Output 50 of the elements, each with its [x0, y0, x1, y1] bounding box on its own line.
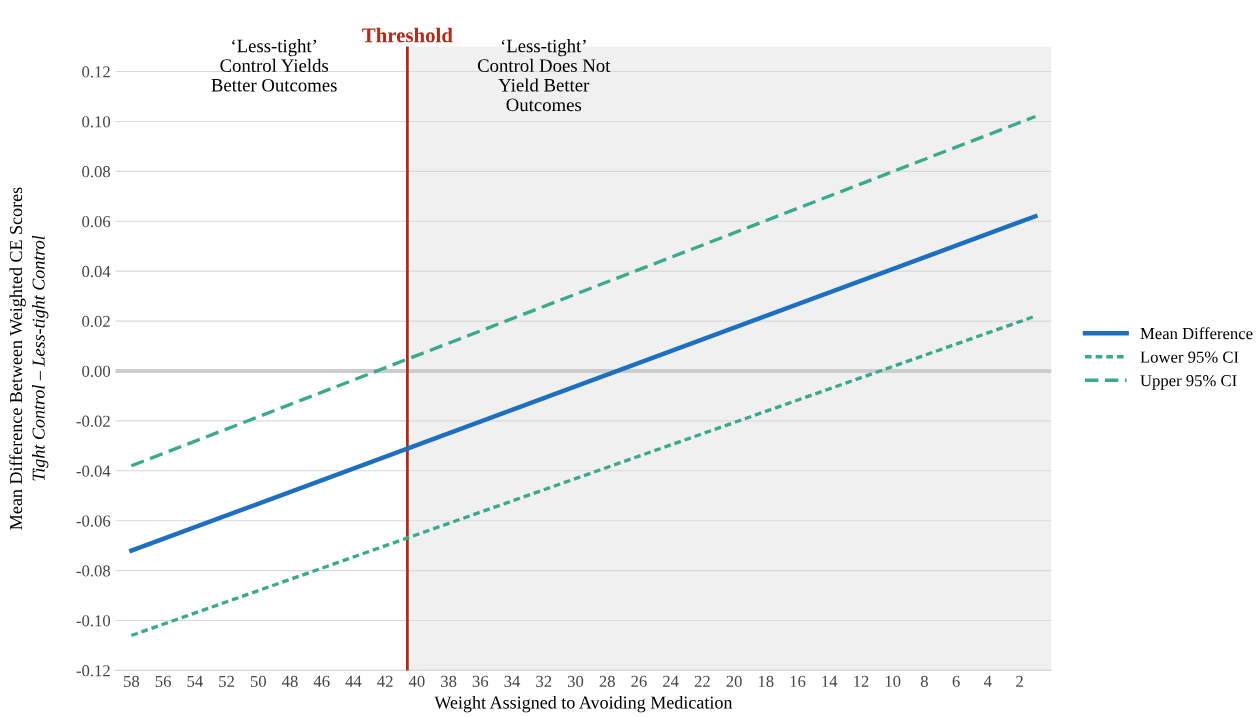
- legend-label: Lower 95% CI: [1140, 351, 1239, 363]
- x-tick-label: 46: [313, 675, 330, 687]
- x-tick-label: 6: [952, 675, 960, 687]
- legend-label: Mean Difference: [1140, 327, 1253, 340]
- x-axis-title: Weight Assigned to Avoiding Medication: [434, 695, 733, 713]
- x-tick-label: 36: [472, 675, 489, 687]
- y-tick-label: -0.02: [76, 415, 110, 427]
- y-tick-label: 0.04: [82, 265, 111, 278]
- y-tick-label: -0.12: [76, 665, 110, 677]
- y-tick-label: -0.04: [76, 465, 111, 477]
- x-tick-label: 24: [663, 675, 679, 687]
- annotation: ‘Less-tight’ Control Yields Better Outcomes: [211, 39, 337, 92]
- x-tick-label: 4: [983, 675, 992, 687]
- x-tick-label: 10: [885, 675, 901, 687]
- x-tick-label: 28: [599, 675, 615, 687]
- y-tick-label: 0.02: [82, 315, 110, 328]
- x-tick-label: 16: [790, 675, 806, 687]
- x-tick-label: 44: [345, 675, 362, 687]
- x-tick-label: 18: [758, 675, 774, 687]
- x-tick-label: 12: [854, 675, 869, 687]
- annotation: ‘Less-tight’ Control Does Not Yield Better Outcomes: [477, 39, 611, 112]
- legend-label: Upper 95% CI: [1140, 375, 1237, 390]
- ref-line-label: Threshold: [362, 27, 453, 43]
- y-tick-label: 0.00: [82, 365, 111, 377]
- x-tick-label: 58: [124, 675, 140, 687]
- x-tick-label: 52: [219, 675, 234, 687]
- y-tick-label: -0.10: [76, 615, 111, 627]
- x-tick-label: 34: [504, 675, 521, 687]
- x-tick-label: 32: [536, 675, 552, 687]
- x-tick-label: 8: [920, 675, 928, 687]
- x-tick-label: 38: [441, 675, 457, 687]
- x-tick-label: 30: [567, 675, 584, 687]
- y-axis-title: Mean Difference Between Weighted CE Scores Tight Control – Less-tight Control: [9, 187, 49, 530]
- x-tick-label: 48: [282, 675, 298, 687]
- x-tick-label: 54: [187, 675, 203, 687]
- y-tick-label: -0.08: [76, 565, 111, 577]
- x-tick-label: 2: [1016, 675, 1023, 687]
- x-tick-label: 26: [631, 675, 647, 687]
- x-tick-label: 42: [377, 675, 393, 687]
- y-tick-label: 0.10: [82, 116, 111, 128]
- y-tick-label: 0.08: [82, 166, 111, 178]
- x-tick-label: 14: [822, 675, 838, 687]
- y-tick-label: -0.06: [76, 515, 111, 527]
- x-tick-label: 20: [726, 675, 742, 687]
- x-tick-label: 50: [250, 675, 266, 687]
- x-tick-label: 40: [408, 675, 425, 687]
- y-tick-label: 0.06: [82, 215, 111, 228]
- x-tick-label: 22: [694, 675, 710, 687]
- y-tick-label: 0.12: [82, 66, 110, 78]
- x-tick-label: 56: [155, 675, 171, 687]
